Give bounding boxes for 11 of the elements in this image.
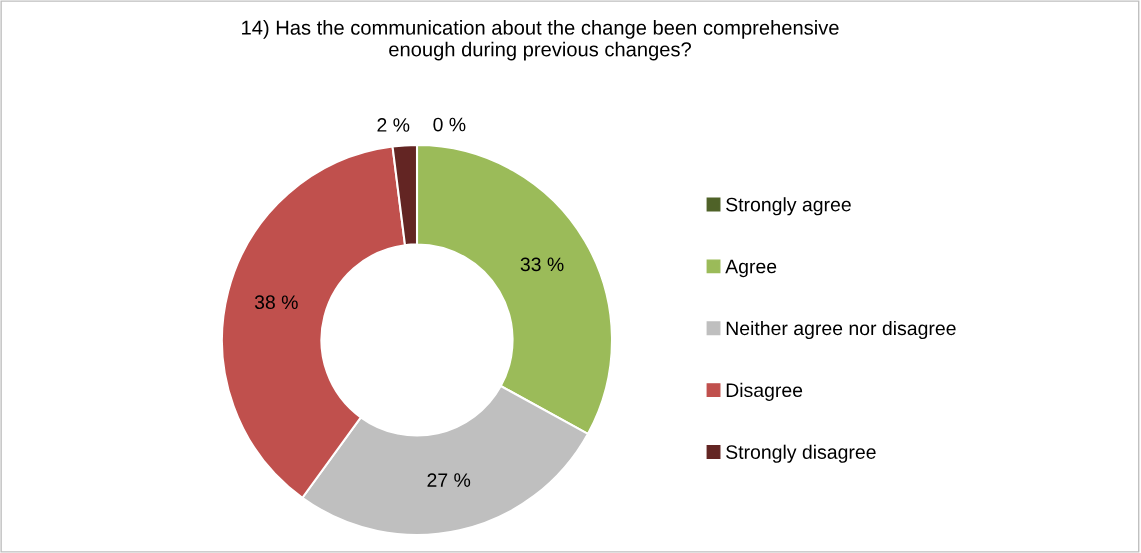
chart-title: 14) Has the communication about the change been comprehensive enough during previous changes? (242, 20, 839, 61)
data-label: 38 % (254, 295, 298, 310)
data-label: 33 % (520, 257, 564, 272)
legend-label: Neither agree nor disagree (726, 320, 956, 340)
legend-label: Disagree (726, 382, 803, 401)
legend-label: Strongly agree (726, 197, 851, 216)
legend-label: Strongly disagree (726, 444, 876, 463)
legend-label: Agree (725, 259, 777, 278)
data-label: 2 % (377, 118, 410, 132)
data-label: 27 % (427, 473, 471, 487)
text: 0 % (433, 117, 466, 132)
